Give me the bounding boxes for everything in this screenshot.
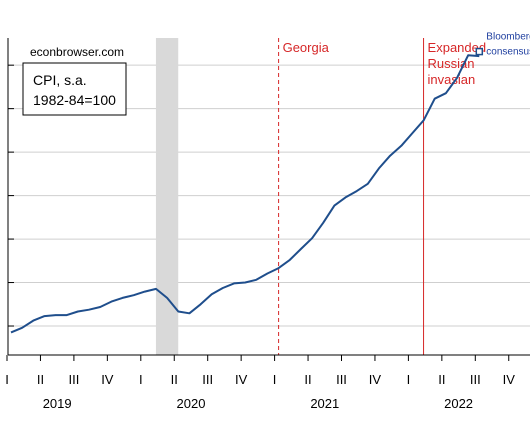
year-label: 2022: [444, 396, 473, 411]
event-label: invasian: [428, 72, 476, 87]
quarter-label: IV: [369, 372, 382, 387]
quarter-label: IV: [235, 372, 248, 387]
quarter-label: I: [5, 372, 9, 387]
site-label: econbrowser.com: [30, 45, 124, 59]
year-label: 2020: [177, 396, 206, 411]
quarter-label: I: [273, 372, 277, 387]
quarter-label: II: [304, 372, 311, 387]
quarter-label: III: [68, 372, 79, 387]
quarter-label: II: [438, 372, 445, 387]
bloomberg-consensus-marker: [475, 47, 484, 56]
event-label: Georgia: [283, 40, 330, 55]
legend-box: [22, 62, 127, 116]
quarter-label: I: [407, 372, 411, 387]
quarter-label: IV: [101, 372, 114, 387]
year-label: 2021: [310, 396, 339, 411]
quarter-label: III: [336, 372, 347, 387]
legend-line-1: CPI, s.a.: [33, 72, 87, 88]
quarter-label: III: [202, 372, 213, 387]
quarter-label: IV: [503, 372, 516, 387]
recession-shading: [155, 38, 179, 355]
event-label: Expanded: [428, 40, 487, 55]
legend-line-2: 1982-84=100: [33, 92, 116, 108]
quarter-label: II: [37, 372, 44, 387]
quarter-label: III: [470, 372, 481, 387]
quarter-label: I: [139, 372, 143, 387]
year-label: 2019: [43, 396, 72, 411]
axes: [7, 38, 530, 356]
cpi-series-line: [10, 54, 480, 334]
bloomberg-consensus-label: Bloomberg consensus: [486, 32, 530, 58]
quarter-label: II: [171, 372, 178, 387]
